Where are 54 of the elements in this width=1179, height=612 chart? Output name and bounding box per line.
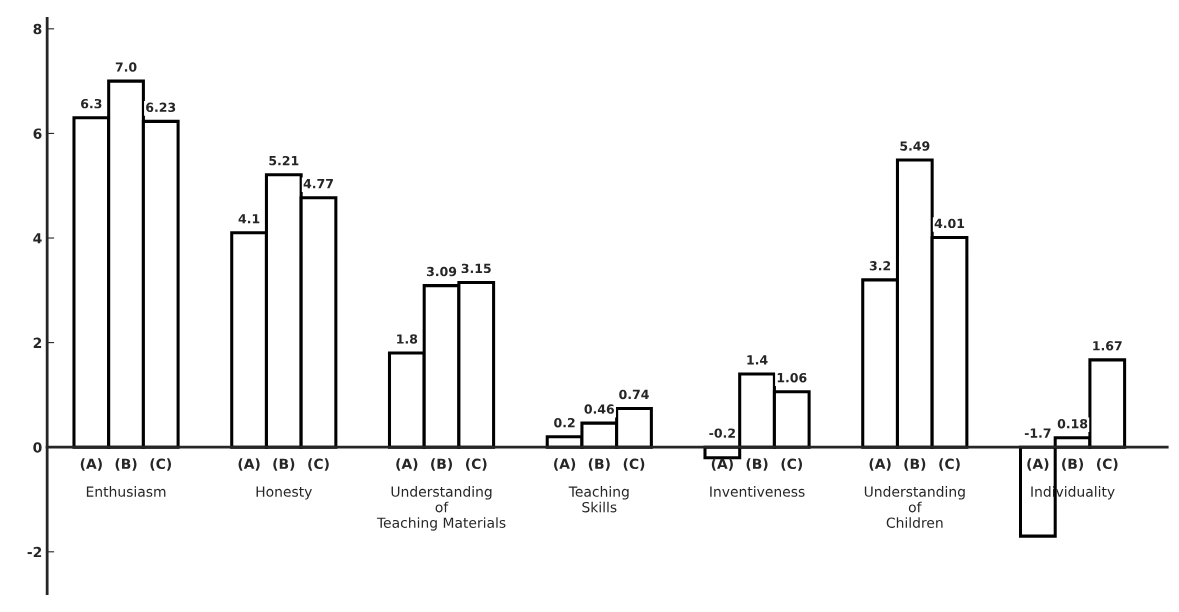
text: (C) — [939, 458, 960, 471]
x-tick-label: Teaching Skills — [568, 486, 629, 513]
text: (C) — [781, 458, 803, 471]
data-label: 0.2 — [554, 417, 575, 428]
data-label: 5.21 — [269, 155, 299, 166]
y-tick-label: -2 — [27, 546, 42, 558]
data-label: 5.49 — [900, 141, 930, 151]
text: (C) — [308, 458, 329, 471]
text: (A) — [238, 458, 260, 471]
text: (A) — [396, 458, 418, 471]
data-label: 1.4 — [747, 355, 768, 365]
x-tick-label: Enthusiasm — [86, 486, 166, 497]
text: (B) — [746, 458, 768, 471]
series-label: (C) — [150, 458, 171, 471]
x-tick-label: Understanding of Teaching Materials — [376, 486, 506, 531]
y-tick-label: 0 — [33, 442, 42, 453]
data-label: 3.2 — [869, 261, 891, 271]
data-label: 1.67 — [1093, 341, 1122, 351]
text: (B) — [1062, 458, 1084, 471]
data-label: 0.46 — [584, 404, 615, 414]
data-label: -0.2 — [709, 428, 735, 438]
data-label: 0.18 — [1057, 418, 1088, 429]
text: (B) — [904, 458, 926, 471]
data-label: 4.77 — [303, 179, 333, 189]
text: (A) — [1027, 458, 1049, 471]
text: (A) — [554, 458, 576, 471]
text: (B) — [431, 458, 452, 471]
y-tick-label: 6 — [33, 128, 42, 139]
data-label: 7.0 — [115, 62, 137, 72]
data-label: 4.01 — [934, 218, 965, 229]
text: (B) — [273, 458, 295, 471]
text: (C) — [1097, 458, 1118, 471]
y-tick-label: 2 — [33, 337, 42, 348]
text: (A) — [80, 458, 102, 471]
x-tick-label: Understanding of Children — [864, 486, 965, 528]
data-label: 1.8 — [397, 334, 418, 344]
x-tick-label: Inventiveness — [710, 486, 805, 497]
y-tick-label: 4 — [33, 233, 42, 244]
data-label: 6.23 — [146, 102, 176, 113]
data-label: -1.7 — [1024, 428, 1051, 438]
text: (B) — [588, 458, 610, 471]
data-label: 3.15 — [461, 263, 491, 274]
data-label: 3.09 — [426, 266, 457, 277]
text: (C) — [466, 458, 487, 471]
data-label: 0.74 — [619, 389, 649, 400]
data-label: 1.06 — [777, 372, 807, 383]
text: (C) — [623, 458, 645, 471]
x-tick-label: Honesty — [256, 486, 312, 500]
y-tick-label: 8 — [33, 23, 42, 35]
series-label: (B) — [115, 458, 137, 471]
text: (A) — [869, 458, 891, 471]
series-label: (A) — [711, 458, 733, 471]
data-label: 6.3 — [81, 98, 102, 109]
data-label: 4.1 — [238, 214, 260, 224]
